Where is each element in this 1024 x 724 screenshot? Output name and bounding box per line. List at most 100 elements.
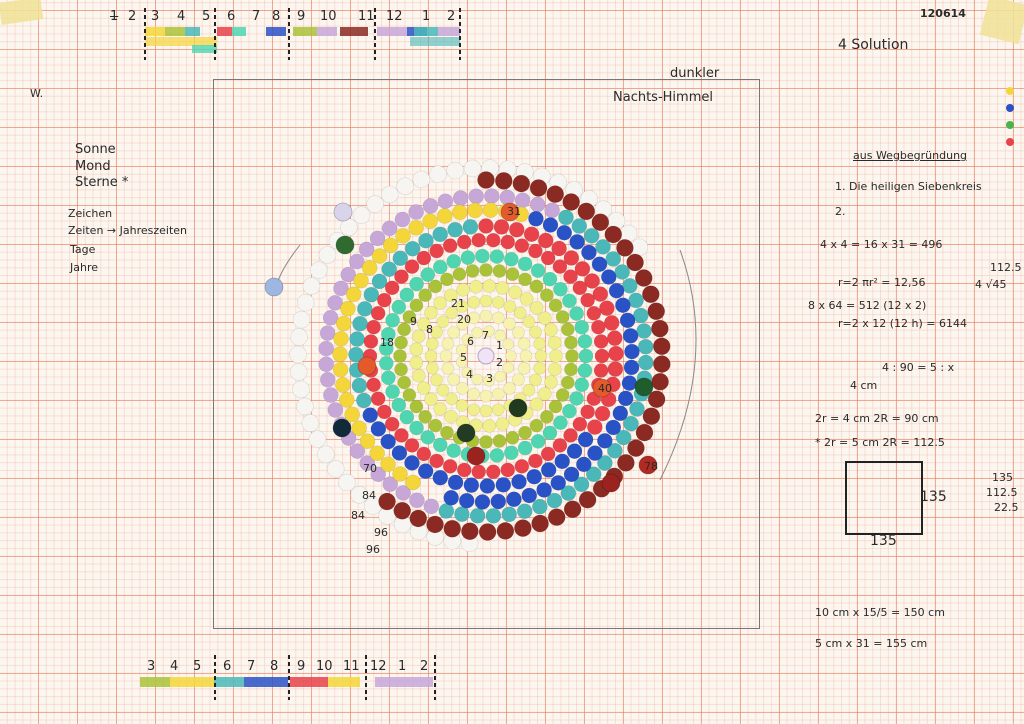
ring-dot [394, 362, 408, 377]
ring-dot [467, 403, 481, 416]
ring-dot [477, 171, 495, 189]
legend-dot [1006, 138, 1014, 146]
top-color-strip [340, 27, 368, 36]
ring-dot [432, 226, 449, 243]
ring-dot [471, 373, 483, 386]
marker-dot [638, 455, 658, 475]
ring-number: 1 [496, 339, 503, 352]
ring-dot [416, 446, 432, 462]
ring-dot [409, 342, 424, 357]
ring-dot [396, 177, 414, 196]
ring-dot [573, 476, 590, 493]
ring-dot [547, 362, 562, 377]
ring-dot [508, 285, 522, 300]
ring-number: 70 [363, 462, 377, 475]
ring-dot [366, 195, 384, 213]
ring-dot [574, 319, 590, 335]
ring-dot [357, 301, 373, 317]
top-month-2: 2 [128, 9, 137, 24]
ring-dot [542, 425, 558, 441]
ring-dot [532, 498, 548, 515]
ring-dot [436, 383, 450, 397]
ring-dot [552, 259, 568, 274]
ring-dot [583, 228, 600, 244]
note-tage: Tage [70, 243, 96, 256]
ring-number: 4 [466, 368, 473, 381]
ring-dot [351, 420, 367, 437]
ring-dot [607, 442, 623, 459]
ring-dot [350, 486, 369, 504]
ring-dot [440, 425, 454, 440]
ring-dot [647, 390, 666, 409]
ring-number: 9 [410, 315, 417, 328]
ring-dot [647, 302, 666, 321]
ring-dot [381, 261, 398, 278]
ring-dot [597, 455, 613, 471]
note-calc4: r=2 x 12 (12 h) = 6144 [838, 317, 967, 330]
note-jahre: Jahre [70, 261, 99, 274]
ring-dot [495, 417, 510, 431]
ring-dot [455, 356, 468, 368]
marker-dot [264, 277, 284, 297]
ring-dot [599, 300, 615, 316]
ring-number: 21 [451, 297, 465, 310]
top-month-3: 3 [151, 9, 160, 24]
ring-dot [384, 280, 400, 296]
ring-dot [534, 349, 548, 363]
ring-dot [362, 407, 379, 423]
ring-dot [442, 459, 458, 474]
ring-dot [446, 254, 462, 269]
ring-dot [409, 420, 424, 436]
ring-dot [409, 399, 424, 414]
bottom-month-7: 9 [297, 659, 306, 674]
ring-dot [333, 280, 349, 297]
ring-dot [522, 383, 536, 397]
ring-dot [560, 375, 575, 390]
ring-dot [416, 381, 431, 395]
ring-dot [417, 463, 434, 479]
ring-dot [506, 491, 522, 508]
ring-dot [511, 473, 527, 490]
ring-number: 5 [460, 351, 467, 364]
ring-dot [517, 337, 531, 350]
ring-dot [335, 315, 352, 332]
ring-dot [491, 296, 505, 309]
ring-dot [340, 300, 356, 317]
marker-dot [500, 202, 520, 222]
ring-dot [565, 349, 579, 363]
ring-dot [503, 382, 516, 395]
ring-dot [585, 466, 602, 483]
ring-dot [492, 434, 507, 448]
ring-dot [433, 296, 447, 310]
ring-dot [624, 343, 640, 360]
bottom-month-11: 1 [398, 659, 407, 674]
ring-dot [528, 453, 543, 469]
note-heading: aus Wegbegründung [853, 149, 968, 162]
ring-dot [462, 219, 479, 235]
ring-dot [369, 230, 386, 247]
ring-dot [455, 344, 468, 356]
ring-dot [529, 325, 542, 339]
ring-dot [309, 261, 328, 279]
ring-dot [493, 219, 510, 235]
ring-dot [416, 317, 431, 331]
ring-dot [593, 334, 609, 349]
ring-dot [440, 272, 454, 287]
ring-number: 40 [598, 382, 612, 395]
ring-dot [494, 329, 507, 342]
ring-dot [619, 312, 636, 329]
ring-dot [409, 276, 424, 292]
ring-dot [578, 348, 594, 364]
ring-dot [533, 337, 546, 351]
ring-dot [327, 402, 344, 418]
ring-dot [591, 256, 608, 272]
ring-dot [555, 310, 570, 324]
ring-dot [422, 213, 438, 229]
ring-dot [478, 523, 497, 541]
ring-dot [318, 246, 337, 264]
top-month-10: 10 [320, 9, 337, 24]
ring-dot [378, 341, 394, 357]
ring-dot [359, 433, 376, 450]
marker-dot [508, 398, 528, 418]
ring-dot [574, 261, 591, 277]
